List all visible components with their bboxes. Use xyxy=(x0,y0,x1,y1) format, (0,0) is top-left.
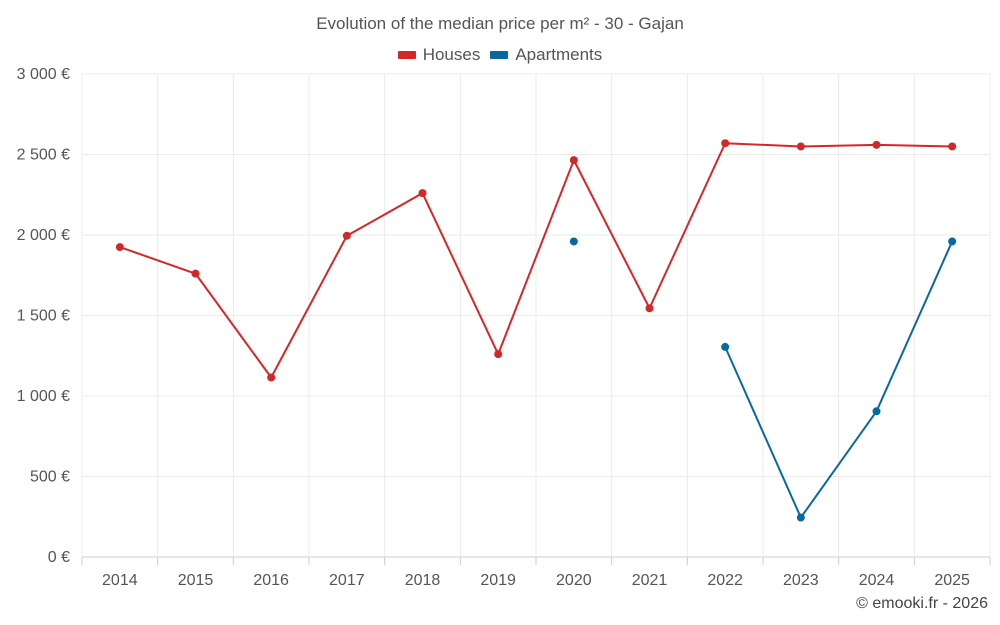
data-point-houses xyxy=(569,156,578,165)
data-point-houses xyxy=(342,231,351,240)
legend-item-houses[interactable]: Houses xyxy=(397,45,481,65)
data-point-houses xyxy=(645,304,654,313)
data-point-houses xyxy=(948,142,957,151)
data-point-houses xyxy=(115,243,124,252)
data-point-houses xyxy=(721,139,730,148)
data-point-houses xyxy=(191,269,200,278)
y-tick-label: 1 500 € xyxy=(17,308,70,325)
data-point-houses xyxy=(494,350,503,359)
x-tick-label: 2025 xyxy=(934,572,970,589)
x-tick-label: 2023 xyxy=(783,572,819,589)
legend-label-apartments: Apartments xyxy=(515,45,603,64)
data-point-houses xyxy=(267,373,276,382)
legend: Houses Apartments xyxy=(0,45,1000,65)
x-tick-label: 2020 xyxy=(556,572,592,589)
x-tick-label: 2015 xyxy=(178,572,214,589)
legend-item-apartments[interactable]: Apartments xyxy=(490,45,602,65)
data-point-apartments xyxy=(569,237,578,246)
y-tick-label: 3 000 € xyxy=(17,66,70,83)
x-tick-label: 2024 xyxy=(859,572,895,589)
data-point-apartments xyxy=(796,513,805,522)
x-tick-label: 2018 xyxy=(405,572,441,589)
y-tick-label: 2 000 € xyxy=(17,227,70,244)
data-point-houses xyxy=(418,189,427,198)
data-point-houses xyxy=(796,142,805,151)
data-point-apartments xyxy=(721,342,730,351)
legend-swatch-houses xyxy=(397,51,416,59)
series-line-apartments xyxy=(724,241,954,519)
data-point-apartments xyxy=(948,237,957,246)
chart-title: Evolution of the median price per m² - 3… xyxy=(316,14,684,33)
x-tick-label: 2016 xyxy=(253,572,289,589)
y-tick-label: 2 500 € xyxy=(17,147,70,164)
legend-label-houses: Houses xyxy=(422,45,481,64)
x-tick-label: 2022 xyxy=(707,572,743,589)
data-point-apartments xyxy=(872,407,881,416)
x-tick-label: 2014 xyxy=(102,572,138,589)
data-point-houses xyxy=(872,140,881,149)
y-tick-label: 500 € xyxy=(30,469,70,486)
x-tick-label: 2019 xyxy=(480,572,516,589)
legend-swatch-apartments xyxy=(490,51,509,59)
y-tick-label: 1 000 € xyxy=(17,388,70,405)
series-line-houses xyxy=(119,142,953,379)
x-tick-label: 2017 xyxy=(329,572,365,589)
x-tick-label: 2021 xyxy=(632,572,668,589)
credit-text: © emooki.fr - 2026 xyxy=(856,595,988,612)
y-tick-label: 0 € xyxy=(48,549,70,566)
